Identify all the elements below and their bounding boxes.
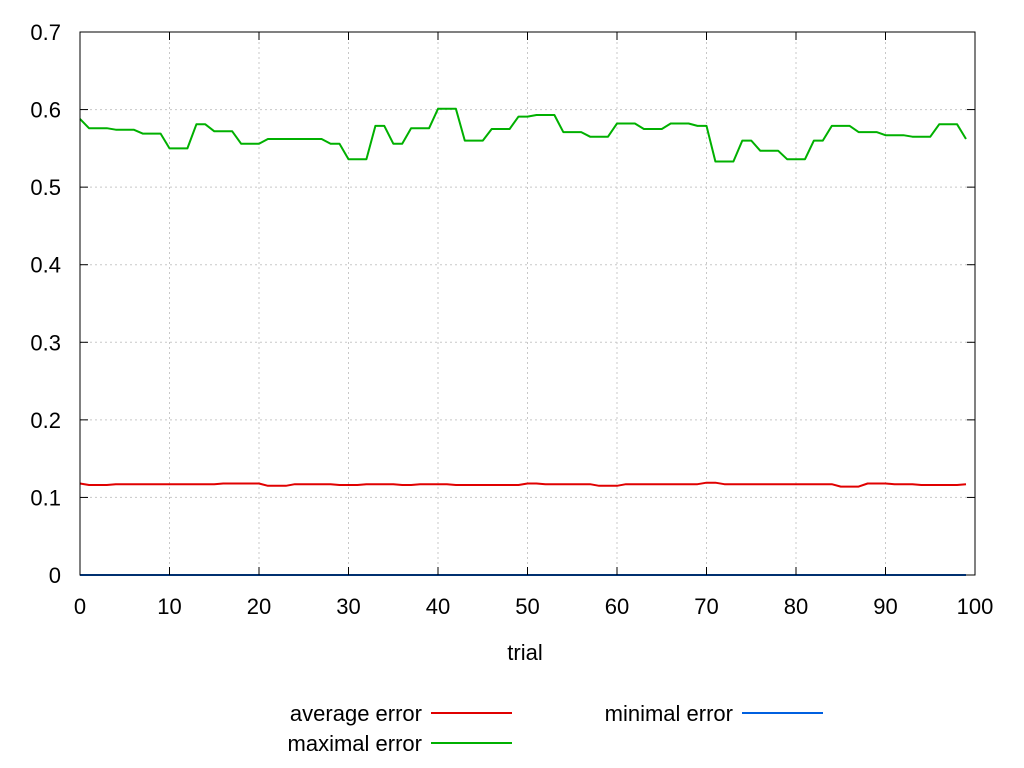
legend-label-minimal-error: minimal error xyxy=(605,701,733,726)
y-tick-label: 0 xyxy=(49,563,61,588)
x-tick-label: 70 xyxy=(694,594,718,619)
legend: average error maximal error minimal erro… xyxy=(288,701,823,756)
y-axis-ticks: 0 0.1 0.2 0.3 0.4 0.5 0.6 0.7 xyxy=(30,20,975,588)
x-tick-label: 100 xyxy=(957,594,994,619)
grid xyxy=(80,32,975,575)
x-axis-label: trial xyxy=(507,640,542,665)
series-line-average-error xyxy=(79,481,967,488)
series-lines xyxy=(79,107,967,576)
x-tick-label: 20 xyxy=(247,594,271,619)
x-tick-label: 80 xyxy=(784,594,808,619)
y-tick-label: 0.6 xyxy=(30,98,61,123)
x-tick-label: 0 xyxy=(74,594,86,619)
legend-label-maximal-error: maximal error xyxy=(288,731,422,756)
x-tick-label: 90 xyxy=(873,594,897,619)
x-tick-label: 60 xyxy=(605,594,629,619)
x-tick-label: 10 xyxy=(157,594,181,619)
x-tick-label: 30 xyxy=(336,594,360,619)
y-tick-label: 0.2 xyxy=(30,408,61,433)
y-tick-label: 0.1 xyxy=(30,485,61,510)
x-tick-label: 50 xyxy=(515,594,539,619)
legend-label-average-error: average error xyxy=(290,701,422,726)
y-tick-label: 0.5 xyxy=(30,175,61,200)
x-axis-ticks: 0 10 20 30 40 50 60 70 80 90 100 xyxy=(74,32,993,619)
y-tick-label: 0.3 xyxy=(30,330,61,355)
series-line-maximal-error xyxy=(79,107,967,163)
x-tick-label: 40 xyxy=(426,594,450,619)
y-tick-label: 0.7 xyxy=(30,20,61,45)
y-tick-label: 0.4 xyxy=(30,253,61,278)
